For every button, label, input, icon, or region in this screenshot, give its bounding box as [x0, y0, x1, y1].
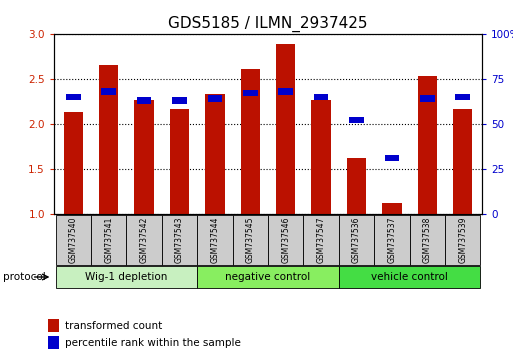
- Text: GSM737540: GSM737540: [69, 217, 78, 263]
- Bar: [420, 96, 435, 102]
- Text: negative control: negative control: [225, 272, 311, 282]
- Bar: [48, 336, 59, 349]
- Bar: [311, 101, 331, 214]
- Bar: [268, 215, 304, 265]
- Bar: [99, 65, 119, 214]
- Text: GSM737544: GSM737544: [210, 217, 220, 263]
- Bar: [91, 215, 126, 265]
- Text: GSM737542: GSM737542: [140, 217, 149, 263]
- Bar: [55, 266, 197, 288]
- Text: GSM737539: GSM737539: [458, 217, 467, 263]
- Bar: [445, 215, 481, 265]
- Bar: [339, 215, 374, 265]
- Title: GDS5185 / ILMN_2937425: GDS5185 / ILMN_2937425: [168, 16, 368, 32]
- Bar: [385, 155, 399, 161]
- Bar: [208, 96, 222, 102]
- Bar: [456, 94, 470, 100]
- Bar: [243, 90, 258, 96]
- Bar: [453, 109, 472, 214]
- Bar: [55, 215, 91, 265]
- Text: vehicle control: vehicle control: [371, 272, 448, 282]
- Bar: [349, 117, 364, 124]
- Bar: [279, 88, 293, 95]
- Bar: [197, 266, 339, 288]
- Text: GSM737546: GSM737546: [281, 217, 290, 263]
- Bar: [197, 215, 232, 265]
- Bar: [66, 94, 81, 100]
- Text: protocol: protocol: [3, 272, 45, 282]
- Bar: [48, 319, 59, 332]
- Bar: [418, 76, 437, 214]
- Bar: [172, 97, 187, 104]
- Bar: [134, 99, 154, 214]
- Text: transformed count: transformed count: [65, 321, 162, 331]
- Text: percentile rank within the sample: percentile rank within the sample: [65, 338, 241, 348]
- Text: GSM737547: GSM737547: [317, 217, 326, 263]
- Text: GSM737538: GSM737538: [423, 217, 432, 263]
- Bar: [232, 215, 268, 265]
- Bar: [170, 109, 189, 214]
- Text: GSM737536: GSM737536: [352, 217, 361, 263]
- Bar: [304, 215, 339, 265]
- Bar: [374, 215, 410, 265]
- Bar: [339, 266, 481, 288]
- Bar: [102, 88, 116, 95]
- Bar: [382, 203, 402, 214]
- Text: Wig-1 depletion: Wig-1 depletion: [85, 272, 168, 282]
- Bar: [162, 215, 197, 265]
- Text: GSM737543: GSM737543: [175, 217, 184, 263]
- Bar: [410, 215, 445, 265]
- Bar: [126, 215, 162, 265]
- Text: GSM737545: GSM737545: [246, 217, 255, 263]
- Bar: [347, 158, 366, 214]
- Bar: [276, 45, 295, 214]
- Text: GSM737537: GSM737537: [387, 217, 397, 263]
- Bar: [137, 97, 151, 104]
- Bar: [205, 94, 225, 214]
- Bar: [64, 112, 83, 214]
- Text: GSM737541: GSM737541: [104, 217, 113, 263]
- Bar: [314, 94, 328, 100]
- Bar: [241, 69, 260, 214]
